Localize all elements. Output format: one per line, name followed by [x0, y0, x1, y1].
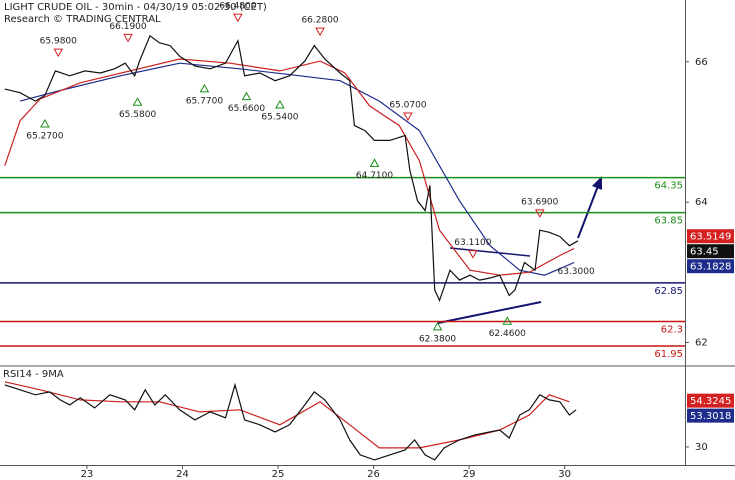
trough-label: 65.2700: [26, 132, 63, 142]
series-line: [4, 382, 577, 461]
series-line: [19, 62, 575, 276]
peak-marker: [403, 112, 413, 122]
chart-title: LIGHT CRUDE OIL - 30min - 04/30/19 05:02…: [4, 2, 267, 13]
trough-marker: [241, 91, 252, 101]
trough-label: 65.5400: [261, 113, 298, 123]
price-tag: [687, 229, 734, 244]
price-tag-label: 54.3245: [690, 396, 731, 407]
y-tick-label: 62: [695, 338, 708, 349]
x-tick-label: 30: [558, 469, 571, 480]
peak-marker: [123, 33, 133, 43]
peak-label: 66.2800: [301, 16, 338, 26]
y-tick-label: 30: [695, 442, 708, 453]
price-tag: [687, 259, 734, 274]
peak-label: 63.6900: [521, 197, 558, 207]
price-tag: [687, 393, 734, 408]
peak-marker: [233, 13, 243, 23]
level-label: 62.3: [661, 324, 683, 335]
peak-label: 65.0700: [389, 101, 426, 111]
series-line: [4, 34, 579, 303]
peak-marker: [534, 209, 545, 218]
trough-marker: [432, 321, 443, 331]
x-tick-label: 23: [81, 469, 94, 480]
peak-label: 63.1100: [454, 238, 491, 248]
price-tag: [687, 408, 734, 423]
trend-line: [449, 247, 531, 257]
x-tick-label: 24: [176, 469, 189, 480]
trough-label: 65.5800: [119, 110, 156, 120]
level-label: 61.95: [654, 349, 683, 360]
peak-label: 66.4800: [219, 2, 256, 12]
peak-marker: [53, 48, 64, 58]
trough-label: 62.4600: [489, 329, 526, 339]
x-tick-label: 29: [463, 469, 476, 480]
chart-subtitle: Research © TRADING CENTRAL: [4, 14, 161, 25]
series-line: [4, 381, 570, 449]
price-tag: [687, 244, 734, 259]
trough-marker: [199, 83, 210, 93]
price-tag-label: 53.3018: [690, 411, 731, 422]
trough-marker: [502, 316, 513, 325]
trough-label: 62.3800: [419, 334, 456, 344]
level-label: 63.85: [654, 216, 683, 227]
trough-label: 65.6600: [228, 104, 265, 114]
price-tag-label: 63.5149: [690, 232, 731, 243]
panel-title: RSI14 - 9MA: [3, 369, 64, 380]
price-tag-label: 63.45: [690, 247, 719, 258]
price-tag-label: 63.1828: [690, 262, 731, 273]
arrow-head: [592, 176, 602, 190]
peak-label: 66.1900: [109, 22, 146, 32]
trough-marker: [40, 119, 50, 128]
x-tick-label: 26: [367, 469, 380, 480]
level-label: 62.85: [654, 286, 683, 297]
trough-label: 64.7100: [356, 171, 393, 181]
y-tick-label: 66: [695, 57, 708, 68]
peak-marker: [468, 250, 478, 259]
note-label: 63.3000: [557, 267, 594, 277]
trough-marker: [275, 100, 285, 109]
trough-label: 65.7700: [186, 96, 223, 106]
y-tick-label: 64: [695, 197, 708, 208]
peak-label: 65.9800: [40, 37, 77, 47]
trough-marker: [132, 97, 143, 106]
peak-marker: [315, 27, 325, 37]
x-tick-label: 25: [272, 469, 285, 480]
trend-line: [437, 301, 542, 324]
level-label: 64.35: [654, 181, 683, 192]
trough-marker: [369, 158, 380, 167]
